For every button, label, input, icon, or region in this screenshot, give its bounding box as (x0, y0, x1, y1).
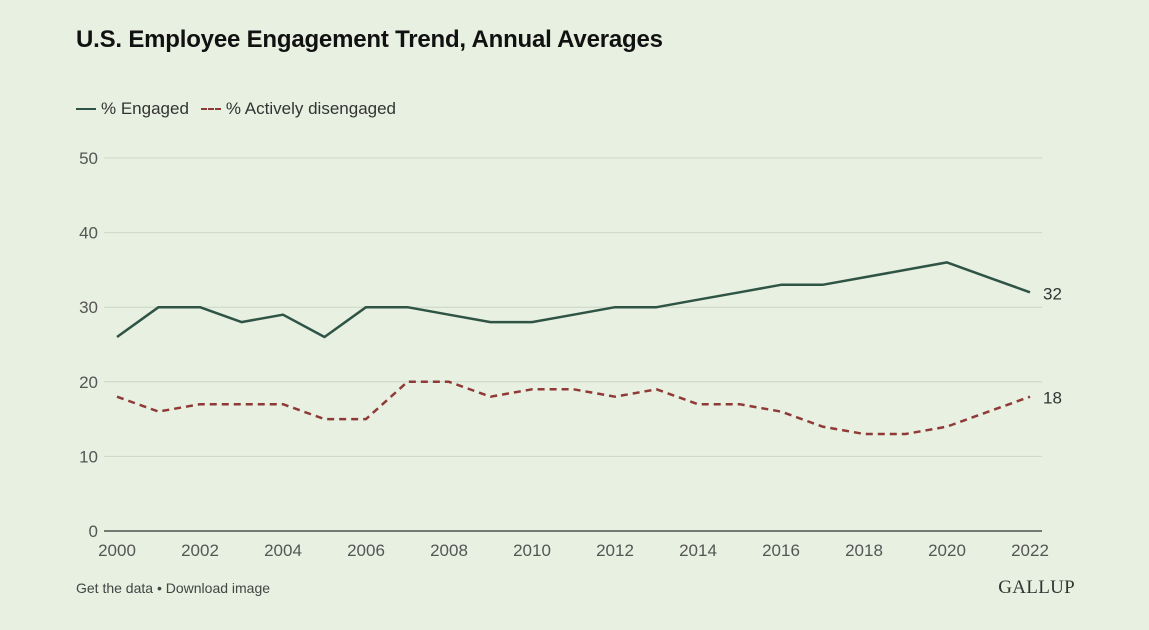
x-tick-label-2006: 2006 (347, 541, 385, 560)
x-tick-label-2000: 2000 (98, 541, 136, 560)
chart-legend: % Engaged % Actively disengaged (76, 99, 408, 119)
download-image-link[interactable]: Download image (165, 580, 271, 596)
y-tick-label-40: 40 (79, 224, 98, 243)
gallup-logo: GALLUP (998, 577, 1075, 598)
series-line-actively-disengaged (116, 380, 1031, 436)
x-tick-label-2008: 2008 (430, 541, 468, 560)
legend-item-engaged: % Engaged (76, 99, 189, 119)
x-tick-label-2004: 2004 (264, 541, 302, 560)
x-tick-label-2002: 2002 (181, 541, 219, 560)
x-tick-label-2020: 2020 (928, 541, 966, 560)
y-tick-label-0: 0 (89, 522, 98, 541)
end-label-actively-disengaged: 18 (1043, 389, 1062, 408)
footer-separator: • (153, 580, 166, 596)
chart-title: U.S. Employee Engagement Trend, Annual A… (76, 26, 663, 53)
x-tick-label-2016: 2016 (762, 541, 800, 560)
x-tick-label-2012: 2012 (596, 541, 634, 560)
end-label-engaged: 32 (1043, 284, 1062, 303)
y-tick-label-20: 20 (79, 373, 98, 392)
chart-footer: Get the data • Download image (76, 580, 270, 596)
x-tick-label-2014: 2014 (679, 541, 717, 560)
y-tick-label-30: 30 (79, 298, 98, 317)
legend-label-engaged: % Engaged (101, 99, 189, 118)
legend-item-disengaged: % Actively disengaged (200, 99, 397, 119)
y-tick-label-10: 10 (79, 447, 98, 466)
y-tick-label-50: 50 (79, 149, 98, 168)
x-tick-label-2010: 2010 (513, 541, 551, 560)
x-tick-label-2022: 2022 (1011, 541, 1049, 560)
legend-swatch-engaged (76, 108, 96, 110)
legend-swatch-disengaged (200, 108, 221, 110)
legend-label-disengaged: % Actively disengaged (225, 99, 397, 118)
series-line-engaged (116, 261, 1031, 339)
x-tick-label-2018: 2018 (845, 541, 883, 560)
get-data-link[interactable]: Get the data (76, 580, 154, 596)
